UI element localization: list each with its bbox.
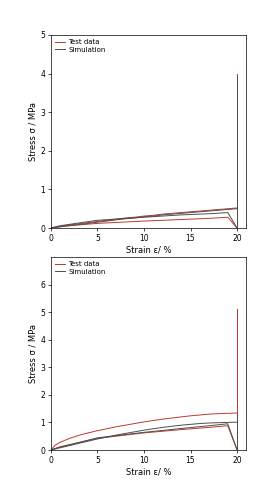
Simulation xyxy=(208,420,211,426)
Test data xyxy=(105,426,108,432)
Test data xyxy=(235,205,239,211)
Test data xyxy=(124,422,127,428)
Simulation xyxy=(226,420,229,426)
Simulation xyxy=(217,420,220,426)
Line: Simulation: Simulation xyxy=(51,422,237,450)
Simulation xyxy=(152,426,155,432)
Test data xyxy=(161,211,164,217)
Test data xyxy=(235,410,239,416)
Test data xyxy=(226,410,229,416)
Simulation xyxy=(77,440,80,446)
Simulation xyxy=(180,210,183,216)
Simulation xyxy=(235,206,239,212)
Test data xyxy=(77,221,80,227)
Simulation xyxy=(87,220,90,226)
Line: Simulation: Simulation xyxy=(51,208,237,228)
Simulation xyxy=(124,430,127,436)
Simulation xyxy=(59,445,62,451)
Simulation xyxy=(226,206,229,212)
Test data xyxy=(180,414,183,420)
Test data xyxy=(198,208,201,214)
Simulation xyxy=(161,424,164,430)
Simulation xyxy=(59,224,62,230)
Simulation xyxy=(96,436,99,442)
Simulation xyxy=(235,419,239,425)
Test data xyxy=(96,428,99,434)
Test data xyxy=(217,410,220,416)
Simulation xyxy=(68,442,71,448)
Simulation xyxy=(170,424,173,430)
Test data xyxy=(124,215,127,221)
Simulation xyxy=(198,420,201,426)
Line: Test data: Test data xyxy=(51,208,237,228)
Test data xyxy=(59,440,62,446)
Simulation xyxy=(189,422,192,428)
Test data xyxy=(142,213,146,219)
Test data xyxy=(87,430,90,436)
Y-axis label: Stress σ / MPa: Stress σ / MPa xyxy=(29,102,38,161)
Simulation xyxy=(105,218,108,224)
Test data xyxy=(208,411,211,417)
Test data xyxy=(152,418,155,424)
Y-axis label: Stress σ / MPa: Stress σ / MPa xyxy=(29,324,38,383)
Test data xyxy=(198,412,201,418)
Test data xyxy=(105,218,108,224)
Test data xyxy=(170,210,173,216)
Test data xyxy=(170,415,173,421)
Test data xyxy=(152,212,155,218)
Test data xyxy=(189,413,192,419)
Text: (a): (a) xyxy=(142,282,155,292)
Simulation xyxy=(49,447,52,453)
Test data xyxy=(115,216,118,222)
Test data xyxy=(96,218,99,224)
X-axis label: Strain ε/ %: Strain ε/ % xyxy=(126,246,171,254)
Legend: Test data, Simulation: Test data, Simulation xyxy=(53,37,108,54)
Test data xyxy=(133,420,136,426)
Simulation xyxy=(105,434,108,440)
Test data xyxy=(115,424,118,430)
Test data xyxy=(77,432,80,438)
Test data xyxy=(208,208,211,214)
Test data xyxy=(142,419,146,425)
Test data xyxy=(161,416,164,422)
Simulation xyxy=(115,217,118,223)
Test data xyxy=(68,222,71,228)
Simulation xyxy=(198,209,201,215)
Test data xyxy=(68,436,71,442)
Test data xyxy=(226,206,229,212)
Test data xyxy=(87,220,90,226)
X-axis label: Strain ε/ %: Strain ε/ % xyxy=(126,468,171,476)
Test data xyxy=(189,209,192,215)
Simulation xyxy=(142,214,146,220)
Test data xyxy=(49,225,52,231)
Simulation xyxy=(133,429,136,435)
Simulation xyxy=(208,208,211,214)
Simulation xyxy=(152,213,155,219)
Simulation xyxy=(115,432,118,438)
Simulation xyxy=(189,210,192,216)
Simulation xyxy=(133,215,136,221)
Test data xyxy=(180,210,183,216)
Simulation xyxy=(87,438,90,444)
Simulation xyxy=(77,222,80,228)
Simulation xyxy=(161,212,164,218)
Simulation xyxy=(217,208,220,214)
Simulation xyxy=(170,211,173,217)
Legend: Test data, Simulation: Test data, Simulation xyxy=(53,259,108,276)
Test data xyxy=(49,447,52,453)
Simulation xyxy=(49,225,52,231)
Test data xyxy=(54,442,57,448)
Line: Test data: Test data xyxy=(51,413,237,450)
Test data xyxy=(133,214,136,220)
Simulation xyxy=(180,422,183,428)
Simulation xyxy=(124,216,127,222)
Test data xyxy=(217,206,220,212)
Simulation xyxy=(68,222,71,228)
Simulation xyxy=(142,427,146,433)
Test data xyxy=(59,224,62,230)
Simulation xyxy=(54,446,57,452)
Simulation xyxy=(96,219,99,225)
